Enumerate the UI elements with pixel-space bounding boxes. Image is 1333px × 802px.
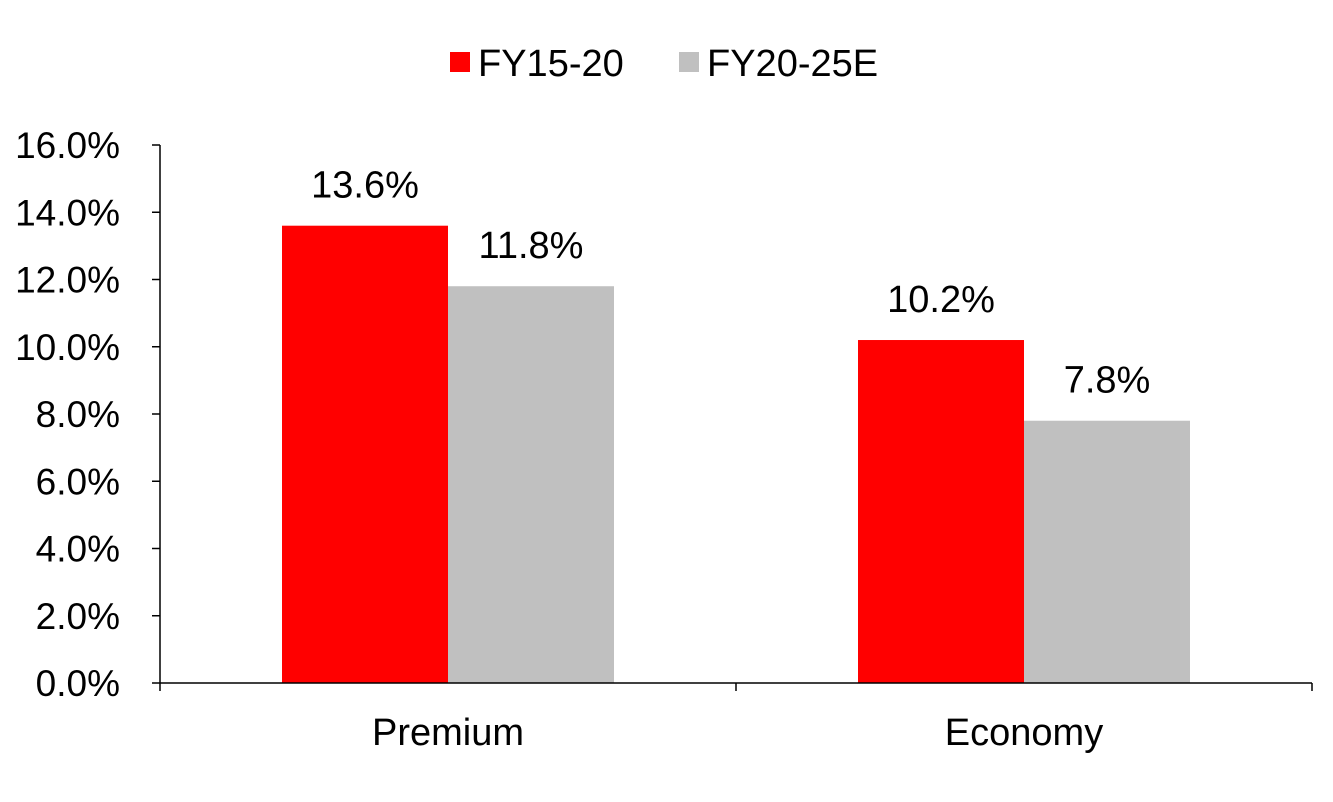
y-axis: 0.0% 2.0% 4.0% 6.0% 8.0% 10.0% 12.0% 14.0% 16.0%	[15, 125, 161, 704]
data-label: 13.6%	[311, 165, 419, 207]
legend-label-1: FY15-20	[478, 43, 624, 85]
y-tick-label: 16.0%	[15, 125, 120, 166]
legend: FY15-20 FY20-25E	[450, 43, 878, 85]
bar-economy-2	[1024, 420, 1190, 683]
legend-label-2: FY20-25E	[707, 43, 878, 85]
y-tick-label: 4.0%	[36, 529, 120, 570]
y-tick-label: 8.0%	[36, 394, 120, 435]
bars	[282, 225, 1190, 683]
y-tick-label: 14.0%	[15, 192, 120, 233]
data-labels: 13.6% 11.8% 10.2% 7.8%	[311, 165, 1150, 402]
data-label: 11.8%	[479, 225, 584, 267]
y-tick-label: 0.0%	[36, 663, 120, 704]
legend-swatch-1	[450, 52, 470, 72]
data-label: 10.2%	[887, 279, 995, 321]
data-label: 7.8%	[1064, 360, 1151, 402]
y-tick-label: 10.0%	[15, 327, 120, 368]
x-axis: Premium Economy	[159, 682, 1313, 754]
bar-premium-1	[282, 225, 448, 683]
bar-premium-2	[448, 286, 614, 683]
category-label-economy: Economy	[945, 712, 1103, 754]
y-tick-label: 12.0%	[15, 260, 120, 301]
y-tick-label: 6.0%	[36, 461, 120, 502]
y-tick-label: 2.0%	[36, 596, 120, 637]
legend-swatch-2	[679, 52, 699, 72]
bar-economy-1	[858, 340, 1024, 683]
category-label-premium: Premium	[372, 712, 524, 754]
